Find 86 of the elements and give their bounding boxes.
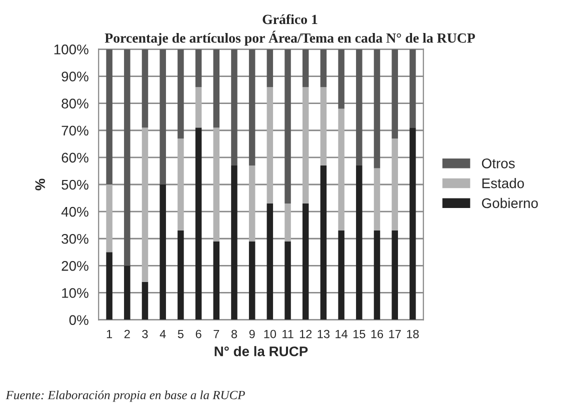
x-tick-label: 18 [407, 330, 419, 338]
y-tick-label: 20% [62, 261, 88, 271]
y-tick-label: 0% [69, 315, 88, 325]
y-tick-label: 30% [62, 234, 88, 244]
bar [284, 49, 291, 204]
bar [320, 87, 327, 166]
bar [213, 49, 220, 128]
bar [160, 184, 166, 320]
bar [284, 203, 291, 242]
bar [195, 49, 202, 88]
x-tick-label: 15 [353, 330, 366, 338]
bar [178, 230, 184, 320]
bar [142, 49, 148, 128]
bar [248, 241, 256, 320]
bar [392, 138, 398, 230]
bar [231, 166, 238, 320]
bar [124, 49, 130, 266]
bar [266, 203, 274, 320]
x-tick-label: 13 [318, 330, 330, 338]
bar [248, 166, 256, 242]
x-tick-label: 14 [336, 330, 348, 338]
bar [338, 108, 344, 230]
bar [356, 49, 362, 166]
bar [410, 49, 416, 128]
x-tick-label: 7 [214, 330, 220, 338]
bar [374, 168, 380, 230]
y-tick-label: 100% [54, 44, 88, 54]
bar [106, 49, 112, 184]
bar [320, 49, 327, 88]
chart-subtitle: Porcentaje de artículos por Área/Tema en cada N° de la RUCP [104, 30, 475, 46]
bar [392, 230, 398, 320]
bar [374, 49, 380, 168]
bar [178, 49, 184, 138]
x-axis-title: N° de la RUCP [214, 346, 308, 356]
bar [410, 128, 416, 320]
bar [160, 49, 166, 184]
x-tick-label: 17 [389, 330, 401, 338]
x-tick-label: 12 [300, 330, 312, 338]
x-tick-label: 5 [178, 330, 184, 338]
bar [302, 49, 309, 88]
y-tick-label: 90% [62, 72, 88, 82]
y-tick-label: 10% [62, 288, 88, 298]
bar [284, 241, 291, 320]
y-tick-label: 80% [62, 98, 88, 108]
x-tick-label: 1 [106, 330, 112, 338]
y-tick-label: 60% [62, 152, 88, 163]
x-tick-label: 6 [196, 330, 202, 338]
chart-title: Gráfico 1 [262, 14, 318, 24]
source-note: Fuente: Elaboración propia en base a la RUCP [6, 390, 245, 402]
bar [213, 128, 220, 242]
bar [195, 87, 202, 128]
bar [302, 203, 309, 320]
bar [248, 49, 256, 166]
bar [266, 49, 274, 88]
y-tick-label: 50% [62, 180, 88, 190]
bar [231, 49, 238, 166]
bar [356, 166, 362, 320]
bar [142, 128, 148, 282]
bar [374, 230, 380, 320]
bar [302, 87, 309, 204]
bar [178, 138, 184, 230]
legend-label: Estado [482, 178, 524, 188]
legend-label: Gobierno [482, 198, 538, 208]
bar [338, 230, 344, 320]
bar [142, 282, 148, 320]
y-tick-label: 40% [61, 206, 88, 217]
legend-label: Otros [482, 158, 515, 168]
bar [106, 252, 112, 320]
bar [213, 241, 220, 320]
x-tick-label: 2 [124, 330, 130, 338]
x-tick-label: 16 [371, 330, 384, 338]
x-tick-label: 3 [142, 330, 148, 338]
x-tick-label: 8 [231, 330, 237, 338]
bar [195, 128, 202, 320]
bar [338, 49, 344, 109]
bar [124, 266, 130, 320]
x-tick-label: 11 [282, 330, 294, 338]
y-tick-label: 70% [62, 126, 88, 136]
bar [266, 87, 274, 204]
bar [320, 166, 327, 320]
bar [392, 49, 398, 138]
y-axis-title: % [35, 178, 46, 190]
x-tick-label: 9 [249, 330, 255, 338]
x-tick-label: 4 [160, 330, 166, 338]
bar [106, 184, 112, 252]
x-tick-label: 10 [264, 330, 276, 338]
